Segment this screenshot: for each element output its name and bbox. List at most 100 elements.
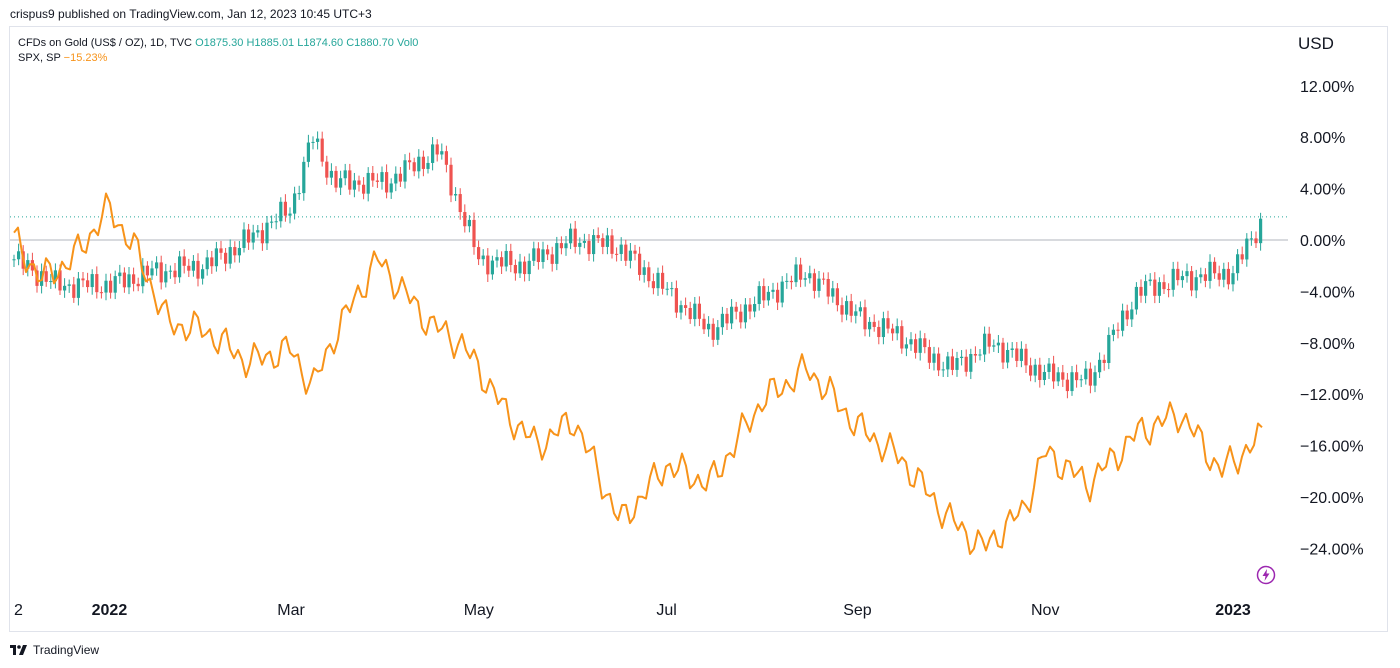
candle [569,223,573,250]
candle [532,241,536,267]
candle [799,257,803,288]
candle [293,186,297,220]
candle [421,150,425,177]
candle [1121,303,1125,337]
y-tick-label: 4.00% [1300,182,1345,199]
candle [573,220,577,254]
currency-label[interactable]: USD [1298,34,1334,53]
x-tick-label: 2023 [1215,602,1251,619]
candle [1107,327,1111,370]
candle [702,313,706,335]
candle [555,236,559,271]
candle [707,316,711,337]
candle [1236,249,1240,281]
candle [1148,273,1152,286]
candle [679,300,683,320]
candle [946,351,950,378]
candle [665,282,669,296]
candle [1042,364,1046,386]
candle [895,318,899,341]
candle [228,239,232,269]
candle [279,197,283,228]
candle [311,136,315,150]
candle [1116,322,1120,339]
candle [638,246,642,281]
candle [251,224,255,250]
legend-symbol-label[interactable]: CFDs on Gold (US$ / OZ), 1D, TVC [18,37,193,49]
candle [900,320,904,354]
legend-compare-label[interactable]: SPX, SP [18,52,61,64]
candle [53,263,57,289]
candle [334,166,338,193]
candle [969,348,973,380]
candle [417,149,421,179]
candle [937,347,941,377]
candle [1047,358,1051,379]
candle [504,244,508,272]
candle [766,286,770,306]
candle [1019,341,1023,368]
candle [1180,270,1184,288]
candle [1245,233,1249,267]
candle [343,163,347,186]
candle [785,273,789,289]
x-tick-label: Nov [1031,602,1059,619]
candle [458,188,462,220]
candle [1102,354,1106,371]
candle [136,277,140,292]
candle [1231,265,1235,292]
candle [481,249,485,266]
candle [661,265,665,295]
candle [601,233,605,255]
candle [191,255,195,277]
footer-brand[interactable]: TradingView [10,643,99,657]
candle [1056,367,1060,387]
candle [371,165,375,187]
candle [274,213,278,230]
candle [178,250,182,283]
candle [467,215,471,233]
candle [1024,343,1028,374]
candle [306,134,310,168]
candle [513,259,517,281]
x-tick-label: Sep [843,602,872,619]
candle [720,306,724,335]
x-tick-label: 2022 [92,602,128,619]
candle [164,263,168,288]
candle [159,255,163,290]
candle [536,242,540,270]
candle [1190,265,1194,297]
candle [794,257,798,287]
candle [854,304,858,324]
candle [145,261,149,283]
candle [904,337,908,357]
candle [403,154,407,189]
y-tick-label: −12.00% [1300,387,1364,404]
candle [380,166,384,190]
candle [592,229,596,262]
candle [891,323,895,341]
candle [918,330,922,361]
candle [1144,274,1148,304]
candle [316,131,320,150]
candle [1254,231,1258,249]
lightning-icon[interactable] [1256,565,1276,585]
candle [348,163,352,195]
publisher-credit: crispus9 published on TradingView.com, J… [10,7,372,21]
footer-brand-text: TradingView [33,643,100,657]
candle [610,228,614,259]
candle [812,268,816,299]
candle [615,247,619,262]
candle [173,262,177,284]
candle [477,240,481,266]
candle [739,304,743,329]
candle [1203,268,1207,288]
candle [242,222,246,253]
candle [389,178,393,199]
candle [633,244,637,261]
candle [155,256,159,276]
candle [1038,357,1042,388]
candle [1061,364,1065,387]
candle [996,335,1000,353]
